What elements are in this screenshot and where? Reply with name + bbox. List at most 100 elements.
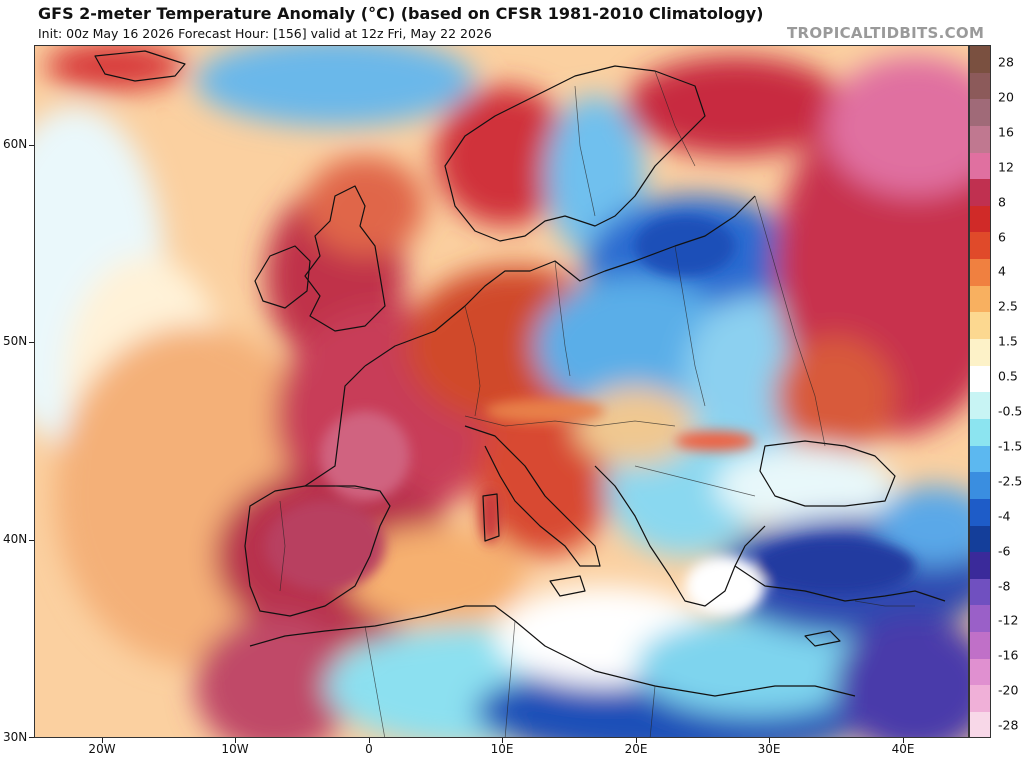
coast-iceland — [94, 50, 186, 82]
border-north-africa-1 — [364, 625, 386, 737]
colorbar-segment — [970, 232, 990, 260]
temperature-anomaly-map — [34, 45, 969, 738]
border-spain-france — [334, 485, 381, 492]
lon-label-30e: 30E — [757, 742, 781, 756]
border-north-africa-3 — [649, 685, 656, 737]
france-core — [320, 411, 410, 501]
colorbar-label: -20 — [998, 682, 1019, 698]
colorbar-label: 20 — [998, 89, 1014, 105]
border-turkey-syria — [854, 600, 915, 607]
colorbar-segment — [970, 99, 990, 126]
border-spain-portugal — [279, 500, 286, 592]
black-sea-neutral — [715, 446, 895, 526]
colorbar-label: -2.5 — [998, 473, 1023, 489]
colorbar-segment — [970, 205, 990, 233]
coast-cyprus — [804, 630, 841, 647]
colorbar-label: 16 — [998, 124, 1014, 140]
lon-tick-10w — [235, 738, 236, 743]
colorbar-label: -4 — [998, 508, 1011, 524]
lon-tick-0 — [369, 738, 370, 743]
colorbar-segment — [970, 445, 990, 473]
iceland-warm — [45, 46, 185, 91]
border-alps — [464, 415, 676, 427]
colorbar-segment — [970, 632, 990, 659]
coast-italy — [464, 425, 601, 567]
iceland-sea-cool — [195, 46, 475, 126]
colorbar-label: 0.5 — [998, 368, 1018, 384]
iberia-core — [265, 501, 385, 591]
coast-balkans — [594, 465, 766, 607]
colorbar-segment — [970, 552, 990, 579]
colorbar-label: -8 — [998, 578, 1011, 593]
coast-great-britain — [304, 185, 386, 332]
colorbar-segment — [970, 658, 990, 686]
border-finland — [654, 70, 696, 167]
lat-tick-60n — [29, 145, 34, 146]
map-title: GFS 2-meter Temperature Anomaly (°C) (ba… — [38, 4, 764, 23]
colorbar-segment — [970, 312, 990, 340]
colorbar-label: -0.5 — [998, 403, 1023, 419]
lat-label-30n: 30N — [3, 730, 28, 744]
colorbar-segment — [970, 339, 990, 366]
caucasus-cool — [875, 486, 968, 566]
colorbar-segment — [970, 498, 990, 526]
alps-band — [485, 399, 605, 423]
baltic-core — [635, 216, 735, 276]
aegean-cool — [685, 556, 765, 616]
lon-label-20e: 20E — [624, 742, 648, 756]
east-med-cool — [635, 616, 875, 716]
lon-tick-40e — [903, 738, 904, 743]
colorbar-segment — [970, 259, 990, 286]
west-med-warm — [345, 526, 525, 626]
colorbar-label: 28 — [998, 54, 1014, 70]
coast-scandinavia — [444, 65, 706, 242]
colorbar-label: 8 — [998, 194, 1006, 210]
colorbar-segment — [970, 685, 990, 713]
colorbar-segment — [970, 365, 990, 393]
colorbar-segment — [970, 605, 990, 633]
lon-tick-10e — [502, 738, 503, 743]
colorbar-segment — [970, 525, 990, 553]
coast-sicily — [549, 575, 586, 597]
border-balkans — [634, 465, 756, 497]
russia-far-warm — [825, 56, 968, 196]
site-watermark: TROPICALTIDBITS.COM — [787, 24, 985, 42]
colorbar-segment — [970, 72, 990, 100]
lat-tick-40n — [29, 540, 34, 541]
colorbar-label: 6 — [998, 229, 1006, 244]
south-russia-warm — [775, 336, 895, 456]
colorbar-label: -28 — [998, 717, 1019, 733]
border-scandinavia — [574, 85, 596, 217]
hungary-mixed — [575, 386, 695, 466]
lon-tick-30e — [769, 738, 770, 743]
lon-label-40e: 40E — [891, 742, 915, 756]
colorbar-segment — [970, 179, 990, 206]
colorbar-label: -1.5 — [998, 438, 1023, 454]
coast-turkey — [734, 565, 946, 602]
coast-ireland — [254, 245, 311, 309]
anatolia-core — [755, 538, 915, 594]
coast-black-sea — [759, 440, 896, 507]
colorbar-segment — [970, 285, 990, 313]
lat-tick-50n — [29, 342, 34, 343]
poland-cool — [535, 276, 735, 416]
lat-label-40n: 40N — [3, 532, 28, 546]
lat-label-50n: 50N — [3, 334, 28, 348]
coast-france-biscay — [304, 365, 366, 487]
danube-warm-band — [675, 431, 755, 451]
coast-sardinia — [482, 493, 500, 542]
colorbar-label: -16 — [998, 647, 1019, 663]
lat-tick-30n — [29, 737, 34, 738]
lon-label-10w: 10W — [221, 742, 249, 756]
border-ukraine-russia — [754, 195, 826, 447]
colorbar — [969, 45, 991, 738]
lon-label-20w: 20W — [88, 742, 116, 756]
colorbar-segment — [970, 125, 990, 153]
colorbar-label: 4 — [998, 263, 1006, 279]
finland-warm — [625, 56, 845, 156]
colorbar-label: 12 — [998, 159, 1014, 175]
colorbar-label: 1.5 — [998, 333, 1018, 349]
border-north-africa-2 — [504, 620, 516, 737]
colorbar-label: -12 — [998, 612, 1019, 628]
lon-tick-20e — [636, 738, 637, 743]
